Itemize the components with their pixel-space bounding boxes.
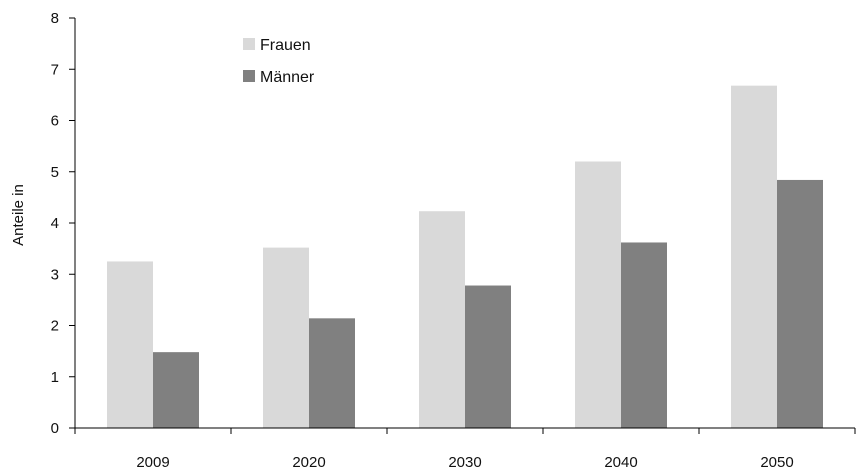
x-tick-label: 2020 xyxy=(292,454,325,471)
bars-group xyxy=(107,85,823,429)
bar-frauen-2040 xyxy=(575,161,621,428)
x-tick-label: 2040 xyxy=(604,454,637,471)
bar-maenner-2030 xyxy=(465,285,511,428)
bar-maenner-2050 xyxy=(777,179,823,428)
y-axis-ticks: 0 1 2 3 4 5 6 7 8 xyxy=(51,10,75,437)
legend-swatch-maenner xyxy=(243,70,255,82)
y-axis-title: Anteile in xyxy=(10,184,27,246)
y-tick-label: 2 xyxy=(51,318,59,335)
x-axis-ticks: 2009 2020 2030 2040 2050 xyxy=(74,428,856,471)
x-tick-label: 2009 xyxy=(136,454,169,471)
bar-frauen-2030 xyxy=(419,211,465,428)
bar-maenner-2040 xyxy=(621,242,667,428)
x-tick-label: 2050 xyxy=(760,454,793,471)
y-tick-label: 8 xyxy=(51,10,59,27)
y-tick-label: 5 xyxy=(51,164,59,181)
bar-frauen-2020 xyxy=(263,247,309,428)
x-tick-label: 2030 xyxy=(448,454,481,471)
legend-label-maenner: Männer xyxy=(260,69,315,86)
y-tick-label: 1 xyxy=(51,369,59,386)
bar-maenner-2009 xyxy=(153,352,199,428)
y-tick-label: 7 xyxy=(51,61,59,78)
y-tick-label: 6 xyxy=(51,113,59,130)
legend: Frauen Männer xyxy=(243,37,315,86)
bar-maenner-2020 xyxy=(309,318,355,428)
y-tick-label: 0 xyxy=(51,420,59,437)
legend-label-frauen: Frauen xyxy=(260,37,311,54)
y-tick-label: 3 xyxy=(51,266,59,283)
bar-frauen-2050 xyxy=(731,85,777,429)
legend-swatch-frauen xyxy=(243,38,255,50)
y-tick-label: 4 xyxy=(51,215,59,232)
bar-frauen-2009 xyxy=(107,261,153,428)
